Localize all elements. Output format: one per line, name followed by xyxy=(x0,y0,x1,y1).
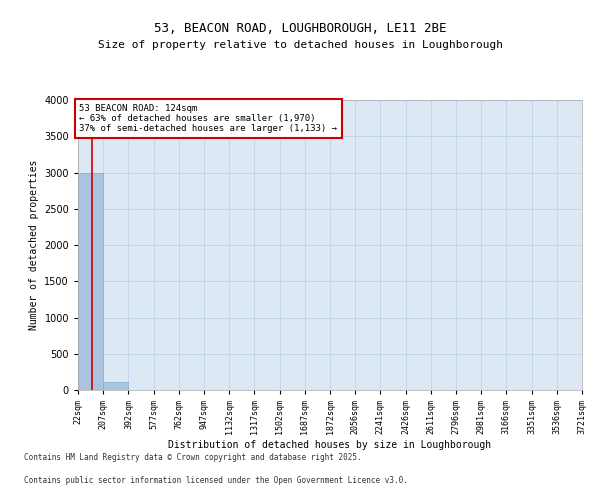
Text: 53, BEACON ROAD, LOUGHBOROUGH, LE11 2BE: 53, BEACON ROAD, LOUGHBOROUGH, LE11 2BE xyxy=(154,22,446,36)
Text: Contains public sector information licensed under the Open Government Licence v3: Contains public sector information licen… xyxy=(24,476,408,485)
Y-axis label: Number of detached properties: Number of detached properties xyxy=(29,160,38,330)
Bar xyxy=(78,172,103,390)
Text: 53 BEACON ROAD: 124sqm
← 63% of detached houses are smaller (1,970)
37% of semi-: 53 BEACON ROAD: 124sqm ← 63% of detached… xyxy=(79,104,337,134)
Text: Size of property relative to detached houses in Loughborough: Size of property relative to detached ho… xyxy=(97,40,503,50)
Text: Contains HM Land Registry data © Crown copyright and database right 2025.: Contains HM Land Registry data © Crown c… xyxy=(24,454,362,462)
Bar xyxy=(103,382,128,390)
X-axis label: Distribution of detached houses by size in Loughborough: Distribution of detached houses by size … xyxy=(169,440,491,450)
